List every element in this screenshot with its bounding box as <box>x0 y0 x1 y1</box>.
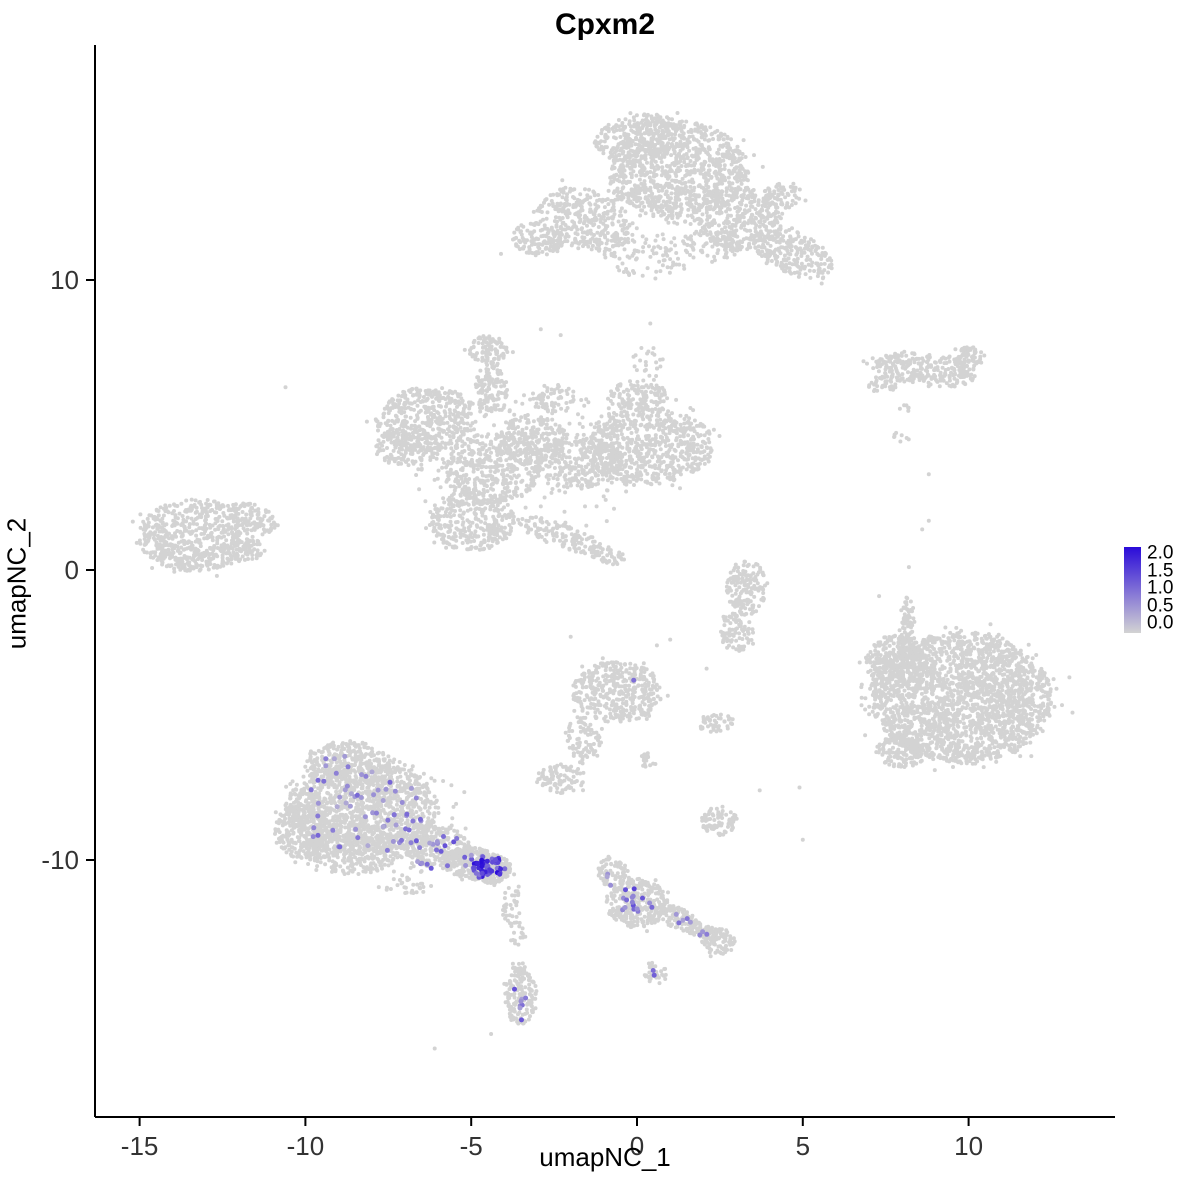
chart-title: Cpxm2 <box>554 8 656 41</box>
y-tick-label: 10 <box>50 265 79 295</box>
x-tick-label: -15 <box>121 1131 159 1161</box>
x-tick-label: 5 <box>796 1131 810 1161</box>
x-tick-label: 0 <box>630 1131 644 1161</box>
legend-gradient-bar <box>1124 547 1141 633</box>
y-axis-title: umapNC_2 <box>1 517 32 650</box>
y-tick-label: 0 <box>65 555 79 585</box>
x-tick-label: -5 <box>460 1131 483 1161</box>
expression-points <box>308 677 710 1023</box>
background-points <box>130 111 1075 1051</box>
legend-tick-label: 1.5 <box>1147 560 1174 581</box>
legend-tick-label: 0.0 <box>1147 612 1174 634</box>
legend-tick-label: 0.5 <box>1147 595 1174 616</box>
x-axis-title: umapNC_1 <box>539 1142 671 1172</box>
legend-tick-label: 1.0 <box>1147 577 1174 599</box>
expression-legend: 2.0 1.5 1.0 0.5 0.0 <box>1124 542 1200 637</box>
x-tick-label: 10 <box>954 1131 983 1161</box>
legend-tick-label: 2.0 <box>1147 542 1174 564</box>
x-tick-label: -10 <box>287 1131 325 1161</box>
axes: -15 -10 -5 0 5 10 10 0 -10 <box>41 45 1115 1161</box>
y-tick-label: -10 <box>41 845 79 875</box>
